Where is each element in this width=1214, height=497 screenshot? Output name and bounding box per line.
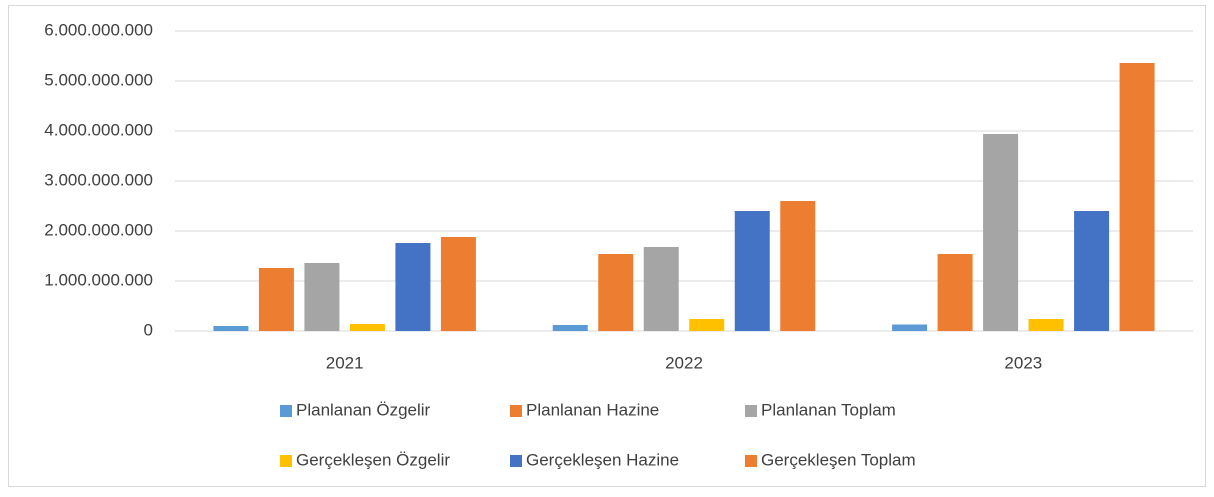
bar <box>598 254 634 331</box>
bar <box>213 326 249 331</box>
bar <box>780 201 816 331</box>
legend-swatch <box>280 455 292 467</box>
legend-label: Planlanan Toplam <box>761 400 896 419</box>
bar <box>395 243 431 331</box>
legend-swatch <box>280 405 292 417</box>
bar <box>892 324 928 331</box>
bar <box>643 247 679 331</box>
bar <box>983 134 1019 331</box>
y-tick-label: 1.000.000.000 <box>44 270 153 289</box>
x-tick-label: 2022 <box>665 353 703 372</box>
bar <box>1074 211 1110 331</box>
bar <box>1119 63 1155 331</box>
bar <box>734 211 770 331</box>
bar <box>552 325 588 331</box>
bar <box>1028 319 1064 331</box>
legend-swatch <box>745 405 757 417</box>
y-tick-label: 3.000.000.000 <box>44 170 153 189</box>
legend-label: Planlanan Özgelir <box>296 400 431 419</box>
y-tick-label: 0 <box>144 320 153 339</box>
legend-label: Gerçekleşen Hazine <box>526 450 679 469</box>
x-tick-label: 2023 <box>1004 353 1042 372</box>
y-tick-label: 5.000.000.000 <box>44 70 153 89</box>
legend-swatch <box>510 455 522 467</box>
legend-label: Planlanan Hazine <box>526 400 659 419</box>
bar <box>689 319 725 331</box>
x-tick-label: 2021 <box>326 353 364 372</box>
y-tick-label: 4.000.000.000 <box>44 120 153 139</box>
bar <box>349 324 385 331</box>
bar <box>440 237 476 331</box>
legend-label: Gerçekleşen Toplam <box>761 450 916 469</box>
bar <box>937 254 973 331</box>
bar <box>304 263 340 331</box>
legend-swatch <box>745 455 757 467</box>
y-tick-label: 6.000.000.000 <box>44 20 153 39</box>
bar <box>258 268 294 331</box>
y-tick-label: 2.000.000.000 <box>44 220 153 239</box>
legend-swatch <box>510 405 522 417</box>
legend-label: Gerçekleşen Özgelir <box>296 450 450 469</box>
